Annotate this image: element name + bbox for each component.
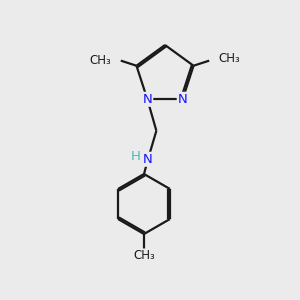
Text: CH₃: CH₃	[219, 52, 241, 65]
Text: H: H	[130, 150, 140, 163]
Text: N: N	[142, 93, 152, 106]
Text: N: N	[178, 93, 188, 106]
Text: CH₃: CH₃	[133, 249, 155, 262]
Text: CH₃: CH₃	[89, 54, 111, 67]
Text: N: N	[143, 153, 153, 166]
